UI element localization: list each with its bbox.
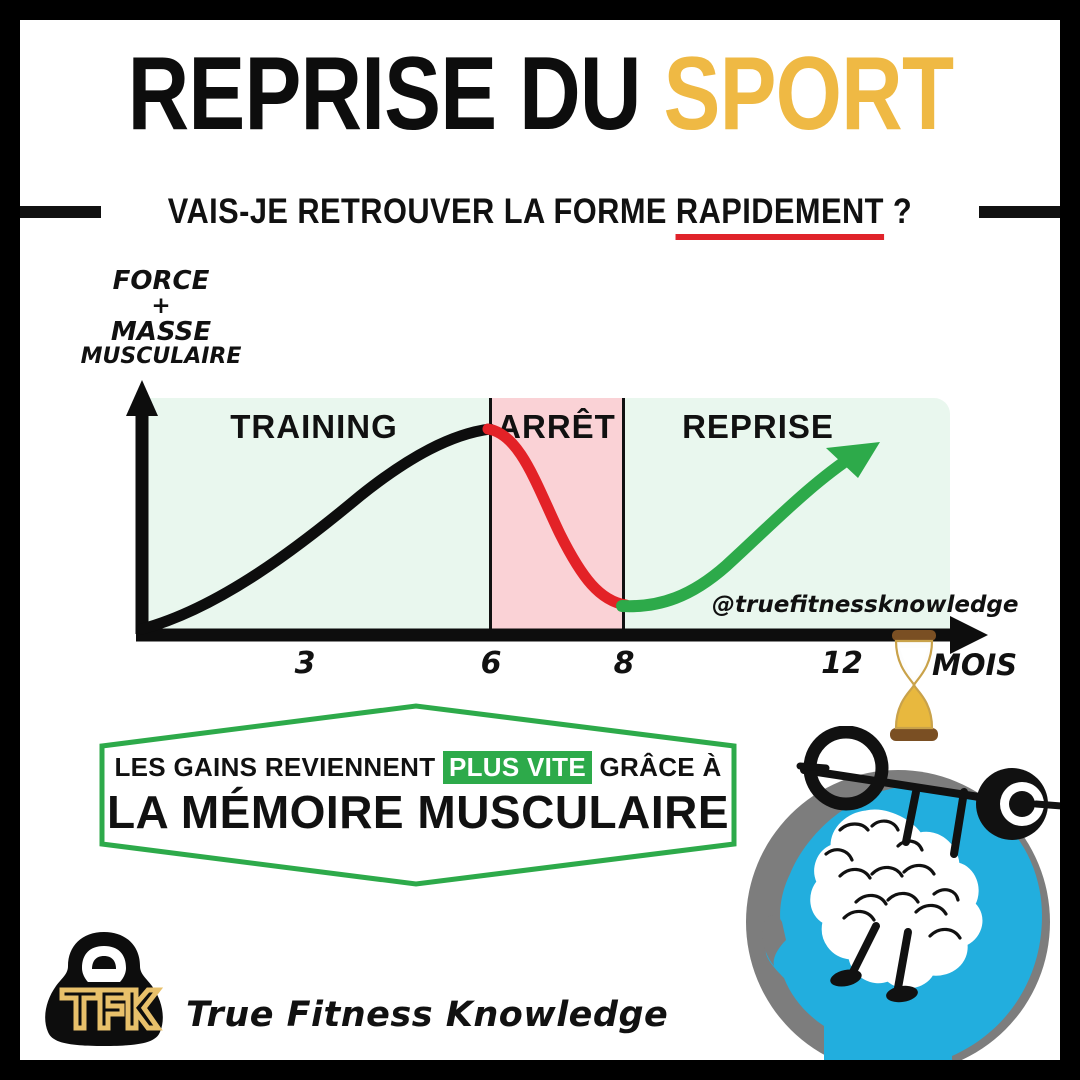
- poster-inner-canvas: REPRISE DU SPORT VAIS-JE RETROUVER LA FO…: [20, 20, 1060, 1060]
- subtitle-row: VAIS-JE RETROUVER LA FORME RAPIDEMENT ?: [20, 188, 1060, 240]
- title-part-2-sport: SPORT: [663, 36, 953, 152]
- chart-y-axis: [126, 380, 158, 634]
- chart-xtick-6: 6: [480, 646, 502, 681]
- chart-divider-month-8: [622, 398, 625, 630]
- tfk-monogram: [59, 987, 164, 1031]
- banner-text-block: LES GAINS REVIENNENT PLUS VITE GRÂCE À L…: [98, 702, 738, 888]
- head-face-notch: [762, 915, 786, 966]
- subtitle-dash-left: [20, 206, 102, 218]
- muscle-memory-chart: FORCE + MASSE MUSCULAIRE TRAINING ARRÊT …: [20, 256, 1060, 741]
- chart-reprise-arrowhead: [826, 442, 880, 478]
- subtitle-after: ?: [883, 192, 913, 231]
- banner-line1-before: LES GAINS REVIENNENT: [114, 751, 443, 782]
- y-axis-label-line-2: +: [151, 293, 171, 320]
- y-axis-label-line-1: FORCE: [112, 266, 210, 296]
- tfk-kettlebell-logo: [45, 932, 164, 1046]
- brand-name: True Fitness Knowledge: [186, 995, 669, 1035]
- title-part-1: REPRISE DU: [127, 36, 664, 152]
- brain-feet: [830, 969, 918, 1003]
- chart-x-axis-label: MOIS: [932, 648, 1018, 682]
- chart-xtick-8: 8: [613, 646, 635, 681]
- chart-y-axis-label: FORCE + MASSE MUSCULAIRE: [56, 266, 266, 369]
- chart-x-axis: [136, 616, 988, 654]
- chart-series-arret: [482, 423, 632, 611]
- brain-arms: [902, 788, 968, 858]
- chart-phase-label-training: TRAINING: [230, 408, 398, 445]
- chart-series-training: [136, 423, 496, 635]
- chart-band-training: [138, 398, 490, 630]
- banner-line1-after: GRÂCE À: [592, 751, 722, 782]
- subtitle-emphasis: RAPIDEMENT: [675, 192, 884, 240]
- banner-line1-highlight: PLUS VITE: [442, 750, 592, 784]
- y-axis-label-line-4: MUSCULAIRE: [80, 343, 242, 369]
- y-axis-label-line-3: MASSE: [110, 316, 212, 347]
- chart-phase-label-reprise: REPRISE: [682, 408, 834, 445]
- brain-lifting-barbell-illustration: [746, 726, 1060, 1060]
- banner-line-1: LES GAINS REVIENNENT PLUS VITE GRÂCE À: [114, 750, 722, 784]
- chart-phase-label-arret: ARRÊT: [497, 408, 616, 445]
- banner-line-2: LA MÉMOIRE MUSCULAIRE: [106, 785, 730, 838]
- page-title: REPRISE DU SPORT: [20, 42, 1060, 146]
- chart-divider-month-6: [489, 398, 492, 630]
- barbell-icon: [796, 726, 1060, 840]
- chart-vector-layer: [126, 380, 988, 741]
- subtitle-dash-right: [978, 206, 1060, 218]
- subtitle-text: VAIS-JE RETROUVER LA FORME RAPIDEMENT ?: [117, 192, 963, 240]
- brain-legs: [848, 922, 912, 992]
- chart-xtick-3: 3: [294, 646, 316, 681]
- hourglass-icon: [890, 630, 938, 741]
- instagram-handle: @truefitnessknowledge: [712, 592, 1019, 618]
- muscle-memory-banner: LES GAINS REVIENNENT PLUS VITE GRÂCE À L…: [98, 702, 738, 888]
- subtitle-before: VAIS-JE RETROUVER LA FORME: [167, 192, 676, 231]
- chart-xtick-12: 12: [821, 646, 863, 681]
- chart-series-reprise: [616, 448, 862, 613]
